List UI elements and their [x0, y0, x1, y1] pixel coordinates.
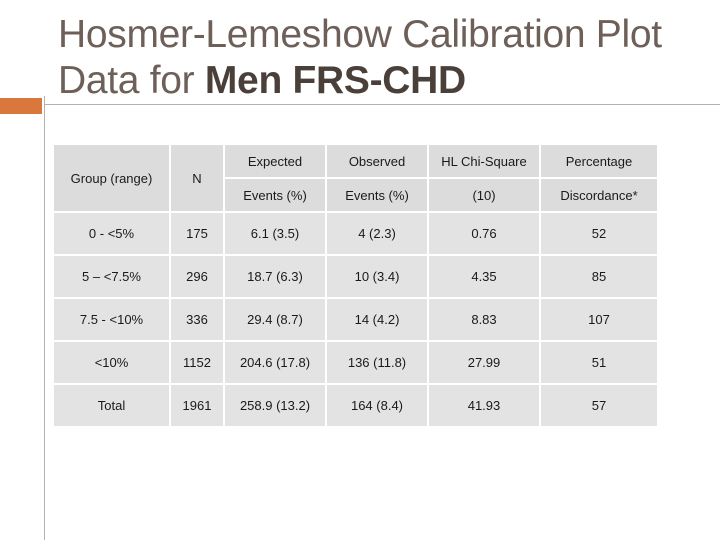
cell-expected: 6.1 (3.5): [225, 213, 325, 254]
cell-observed: 4 (2.3): [327, 213, 427, 254]
cell-hl: 27.99: [429, 342, 539, 383]
cell-n: 336: [171, 299, 223, 340]
cell-pct: 57: [541, 385, 657, 426]
cell-group: 0 - <5%: [54, 213, 169, 254]
cell-expected: 29.4 (8.7): [225, 299, 325, 340]
cell-pct: 52: [541, 213, 657, 254]
header-group: Group (range): [54, 145, 169, 211]
title-prefix: Data for: [58, 59, 205, 102]
horizontal-rule: [44, 104, 720, 105]
cell-hl: 41.93: [429, 385, 539, 426]
title-emphasis: Men FRS-CHD: [204, 59, 466, 102]
table-row: <10% 1152 204.6 (17.8) 136 (11.8) 27.99 …: [54, 342, 657, 383]
cell-observed: 164 (8.4): [327, 385, 427, 426]
accent-bar: [0, 98, 42, 114]
cell-group: 7.5 - <10%: [54, 299, 169, 340]
cell-hl: 4.35: [429, 256, 539, 297]
header-row-top: Group (range) N Expected Observed HL Chi…: [54, 145, 657, 211]
table-row: 0 - <5% 175 6.1 (3.5) 4 (2.3) 0.76 52: [54, 213, 657, 254]
calibration-table-container: Group (range) N Expected Observed HL Chi…: [52, 143, 659, 428]
cell-expected: 18.7 (6.3): [225, 256, 325, 297]
cell-n: 1152: [171, 342, 223, 383]
cell-n: 1961: [171, 385, 223, 426]
title-line-2: Data for Men FRS-CHD: [58, 58, 708, 104]
cell-observed: 136 (11.8): [327, 342, 427, 383]
table-row: 5 – <7.5% 296 18.7 (6.3) 10 (3.4) 4.35 8…: [54, 256, 657, 297]
cell-hl: 8.83: [429, 299, 539, 340]
header-expected-top: Expected: [225, 145, 325, 177]
header-row-bottom: Events (%) Events (%) (10) Discordance*: [54, 179, 657, 211]
cell-n: 175: [171, 213, 223, 254]
cell-pct: 107: [541, 299, 657, 340]
vertical-rule: [44, 96, 45, 540]
cell-observed: 10 (3.4): [327, 256, 427, 297]
slide-title: Hosmer-Lemeshow Calibration Plot Data fo…: [58, 12, 708, 104]
table-row: 7.5 - <10% 336 29.4 (8.7) 14 (4.2) 8.83 …: [54, 299, 657, 340]
header-pct-top: Percentage: [541, 145, 657, 177]
calibration-table: Group (range) N Expected Observed HL Chi…: [52, 143, 659, 428]
cell-pct: 51: [541, 342, 657, 383]
cell-expected: 258.9 (13.2): [225, 385, 325, 426]
cell-n: 296: [171, 256, 223, 297]
cell-group: <10%: [54, 342, 169, 383]
header-pct-bottom: Discordance*: [541, 179, 657, 211]
header-observed-bottom: Events (%): [327, 179, 427, 211]
cell-group: Total: [54, 385, 169, 426]
header-observed-top: Observed: [327, 145, 427, 177]
header-hl-bottom: (10): [429, 179, 539, 211]
cell-hl: 0.76: [429, 213, 539, 254]
title-line-1: Hosmer-Lemeshow Calibration Plot: [58, 13, 662, 56]
header-expected-bottom: Events (%): [225, 179, 325, 211]
cell-expected: 204.6 (17.8): [225, 342, 325, 383]
cell-pct: 85: [541, 256, 657, 297]
cell-group: 5 – <7.5%: [54, 256, 169, 297]
header-n: N: [171, 145, 223, 211]
header-hl-top: HL Chi-Square: [429, 145, 539, 177]
cell-observed: 14 (4.2): [327, 299, 427, 340]
table-row: Total 1961 258.9 (13.2) 164 (8.4) 41.93 …: [54, 385, 657, 426]
